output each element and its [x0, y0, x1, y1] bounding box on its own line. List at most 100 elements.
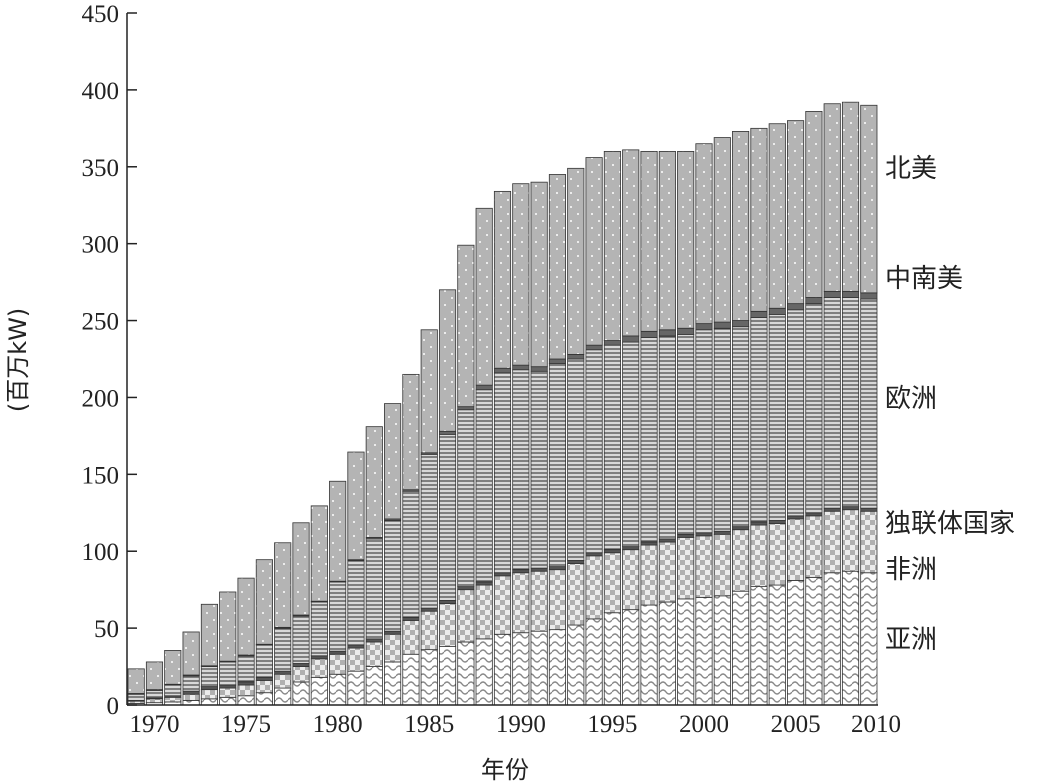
bar-asia-1989	[493, 633, 512, 706]
bar-north-america-1984	[402, 373, 420, 491]
bar-latam-2005	[787, 303, 805, 311]
series-label-north-america: 北美	[885, 154, 937, 184]
bar-north-america-1997	[640, 150, 658, 332]
bar-africa-1980	[329, 653, 347, 675]
bar-cis-2009	[860, 507, 878, 512]
bar-africa-2000	[695, 535, 713, 598]
bar-asia-2006	[805, 576, 823, 706]
bar-cis-2003	[750, 521, 768, 526]
bar-africa-1975	[237, 684, 255, 697]
bar-cis-1992	[548, 566, 567, 571]
bar-cis-1984	[402, 616, 420, 621]
bar-north-america-1988	[475, 207, 493, 386]
y-tick-label-450: 450	[82, 1, 120, 28]
bar-asia-1988	[475, 638, 493, 706]
y-tick-label-350: 350	[82, 155, 120, 182]
bar-cis-1987	[457, 586, 475, 591]
bar-latam-1998	[658, 329, 676, 337]
bar-north-america-1981	[347, 451, 365, 561]
series-label-latam: 中南美	[885, 264, 963, 294]
bar-north-america-1989	[493, 190, 512, 369]
bar-latam-1991	[530, 366, 548, 372]
bar-asia-1977	[274, 687, 292, 706]
bar-cis-1975	[237, 681, 255, 686]
bar-africa-2008	[841, 509, 860, 572]
bar-north-america-1978	[292, 522, 310, 616]
bar-europe-1997	[640, 337, 658, 543]
bar-north-america-1983	[384, 403, 402, 520]
bar-north-america-1986	[438, 289, 457, 432]
bar-latam-2001	[713, 321, 731, 329]
bar-europe-1972	[182, 675, 200, 692]
bar-africa-1981	[347, 647, 365, 672]
bar-asia-1991	[530, 630, 548, 706]
bars-layer	[127, 101, 878, 706]
bar-africa-1988	[475, 584, 493, 640]
y-axis-title: (百万kW)	[4, 308, 32, 412]
bar-latam-1999	[677, 327, 695, 335]
bar-africa-1993	[567, 563, 585, 626]
bar-asia-1987	[457, 641, 475, 706]
bar-europe-2009	[860, 298, 878, 509]
bar-cis-2001	[713, 530, 731, 535]
bar-europe-1978	[292, 615, 310, 664]
x-tick-label-1970: 1970	[129, 711, 179, 738]
y-tick-label-100: 100	[82, 539, 120, 566]
bar-asia-1990	[512, 632, 530, 706]
y-tick-label-400: 400	[82, 78, 120, 105]
bar-asia-1976	[255, 692, 273, 706]
bar-europe-1969	[127, 693, 145, 701]
bar-europe-1999	[677, 333, 695, 535]
bar-europe-1994	[585, 349, 603, 554]
bar-europe-1979	[310, 601, 328, 657]
bar-asia-2002	[732, 590, 750, 706]
bar-asia-1997	[640, 604, 658, 706]
bar-africa-1973	[200, 689, 218, 700]
bar-north-america-2008	[841, 101, 860, 292]
bar-europe-2001	[713, 327, 731, 532]
bar-asia-1993	[567, 624, 585, 706]
bar-north-america-2001	[713, 137, 731, 323]
bar-europe-1991	[530, 370, 548, 569]
bar-europe-2003	[750, 317, 768, 523]
bar-africa-1989	[493, 575, 512, 635]
bar-north-america-1980	[329, 480, 347, 582]
bar-latam-1995	[603, 340, 621, 346]
bar-asia-1981	[347, 670, 365, 706]
bar-europe-1987	[457, 409, 475, 587]
bar-cis-2002	[732, 526, 750, 531]
bar-cis-1986	[438, 600, 457, 604]
bar-north-america-1991	[530, 181, 548, 368]
bar-africa-1972	[182, 693, 200, 701]
x-tick-label-1990: 1990	[496, 711, 546, 738]
bar-asia-1980	[329, 673, 347, 706]
bar-asia-2004	[768, 584, 786, 706]
bar-cis-1979	[310, 655, 328, 660]
bar-africa-1982	[365, 641, 383, 667]
bar-asia-1995	[603, 612, 621, 706]
bar-north-america-1992	[548, 174, 567, 360]
bar-africa-1979	[310, 658, 328, 678]
bar-asia-1986	[438, 646, 457, 706]
bar-latam-2009	[860, 292, 878, 300]
bar-latam-1996	[622, 335, 640, 343]
bar-europe-2002	[732, 326, 750, 528]
bar-cis-1977	[274, 670, 292, 675]
y-tick-label-250: 250	[82, 309, 120, 336]
bar-asia-2000	[695, 596, 713, 706]
bar-cis-1999	[677, 533, 695, 538]
bar-north-america-1987	[457, 244, 475, 408]
bar-europe-1971	[164, 684, 182, 697]
series-label-asia: 亚洲	[885, 625, 937, 655]
bar-europe-1975	[237, 655, 255, 683]
bar-africa-2004	[768, 523, 786, 586]
bar-africa-1991	[530, 570, 548, 632]
bar-asia-1985	[420, 649, 438, 706]
bar-cis-1982	[365, 638, 383, 643]
bar-latam-2006	[805, 297, 823, 305]
y-tick-label-150: 150	[82, 462, 120, 489]
bar-north-america-1974	[219, 591, 237, 662]
bar-europe-1976	[255, 644, 273, 678]
x-tick-label-1985: 1985	[404, 711, 454, 738]
